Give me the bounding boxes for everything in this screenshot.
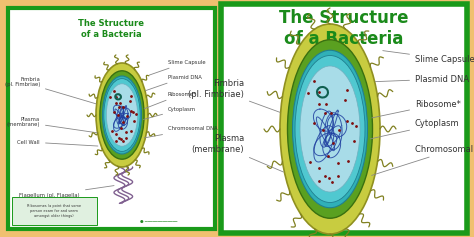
Bar (221, 4, 467, 233)
Ellipse shape (292, 50, 367, 208)
Text: Plasmid DNA: Plasmid DNA (146, 74, 202, 91)
Text: The Structure
of a Bacteria: The Structure of a Bacteria (79, 19, 145, 39)
Bar (8, 8, 215, 229)
Text: Ribosome*: Ribosome* (144, 91, 197, 109)
Text: Chromosomal DNA: Chromosomal DNA (372, 145, 474, 175)
Text: The Structure
of a Bacteria: The Structure of a Bacteria (279, 9, 409, 48)
Text: Flagellum (pl. Flagella): Flagellum (pl. Flagella) (19, 186, 114, 197)
Ellipse shape (288, 40, 373, 218)
Ellipse shape (106, 84, 137, 146)
Bar (12, 197, 97, 225)
Ellipse shape (100, 71, 144, 159)
Text: Fimbria
(pl. Fimbriae): Fimbria (pl. Fimbriae) (5, 77, 96, 104)
Text: Cytoplasm: Cytoplasm (144, 106, 196, 119)
Text: Cell Wall: Cell Wall (18, 140, 98, 146)
Text: Cytoplasm: Cytoplasm (370, 119, 460, 139)
Text: Chromosomal DNA: Chromosomal DNA (144, 127, 218, 138)
Text: Slime Capsule: Slime Capsule (383, 51, 474, 64)
Ellipse shape (280, 24, 380, 234)
Text: Ribosomes (a point that some
person exam for and seem
amongst older things): Ribosomes (a point that some person exam… (27, 204, 81, 218)
Text: Plasma
(membrane): Plasma (membrane) (191, 134, 283, 172)
Text: Ribosome*: Ribosome* (372, 100, 461, 118)
Ellipse shape (102, 76, 142, 154)
Ellipse shape (96, 63, 148, 167)
Text: Plasmid DNA: Plasmid DNA (375, 74, 469, 83)
Text: Slime Capsule: Slime Capsule (149, 59, 206, 75)
Text: ● ─────────────: ● ───────────── (140, 220, 177, 224)
Ellipse shape (295, 55, 365, 202)
Ellipse shape (104, 79, 140, 151)
Text: Fimbria
(pl. Fimbriae): Fimbria (pl. Fimbriae) (188, 79, 280, 112)
Text: Plasma
(membrane): Plasma (membrane) (7, 117, 97, 133)
Ellipse shape (300, 66, 360, 192)
